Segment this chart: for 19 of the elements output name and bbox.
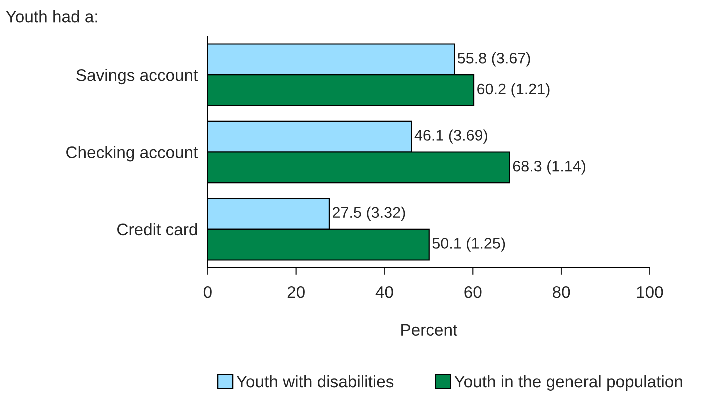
x-tick-label: 40: [376, 286, 394, 298]
x-tick-label: 20: [288, 286, 305, 298]
data-label: 27.5 (3.32): [333, 206, 406, 222]
data-label: 60.2 (1.21): [478, 83, 550, 98]
x-axis-title: Percent: [402, 324, 458, 336]
legend-label: Youth in the general population: [454, 375, 682, 391]
data-label: 68.3 (1.14): [513, 160, 586, 175]
y-tick-label: Savings account: [76, 69, 198, 85]
legend-label: Youth with disabilities: [236, 375, 394, 388]
y-axis-title: Youth had a:: [6, 10, 98, 23]
x-tick-label: 60: [464, 286, 482, 298]
data-label: 55.8 (3.67): [458, 52, 530, 67]
y-tick-label: Credit card: [118, 223, 198, 236]
x-tick-label: 100: [637, 286, 664, 298]
x-tick-label: 80: [552, 286, 570, 298]
data-label: 50.1 (1.25): [432, 238, 506, 252]
data-label: 46.1 (3.69): [414, 130, 488, 144]
y-tick-label: Checking account: [66, 146, 198, 162]
x-tick-label: 0: [204, 286, 212, 298]
